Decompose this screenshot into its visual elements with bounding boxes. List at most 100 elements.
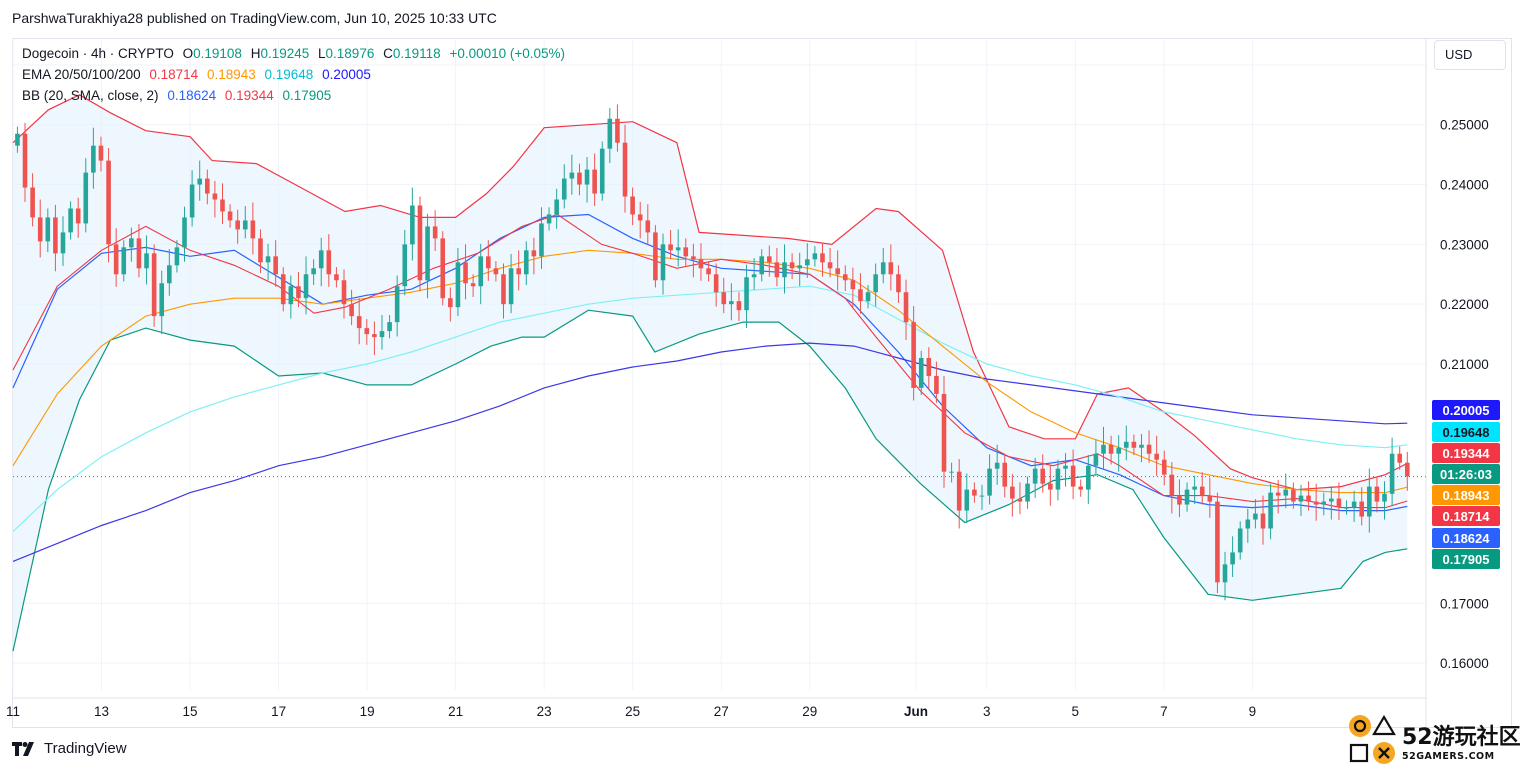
candle-body bbox=[341, 280, 347, 305]
candle-body bbox=[789, 262, 795, 269]
candle-body bbox=[964, 489, 970, 511]
price-tick-label: 0.16000 bbox=[1440, 656, 1489, 671]
tradingview-logo-icon bbox=[12, 741, 34, 756]
legend-bb-row[interactable]: BB (20, SMA, close, 2) 0.18624 0.19344 0… bbox=[22, 88, 336, 103]
candle-body bbox=[660, 244, 666, 281]
candle-body bbox=[30, 187, 35, 218]
candle-body bbox=[235, 220, 240, 230]
candle-body bbox=[98, 145, 104, 161]
candle-body bbox=[1291, 489, 1296, 502]
candle-body bbox=[220, 199, 225, 212]
candle-body bbox=[865, 292, 871, 302]
price-badge-text: 0.18943 bbox=[1443, 488, 1490, 503]
symbol-title[interactable]: Dogecoin · 4h · CRYPTO bbox=[22, 46, 174, 61]
candle-body bbox=[1078, 486, 1084, 490]
time-axis: 11 13 15 17 19 21 23 25 27 29 Jun 3 5 7 9 bbox=[6, 704, 1256, 719]
candle-body bbox=[1192, 486, 1197, 490]
price-badge: 0.18714 bbox=[1432, 506, 1500, 526]
candle-body bbox=[1032, 468, 1038, 484]
candle-body bbox=[1063, 465, 1068, 469]
candle-body bbox=[1351, 501, 1357, 508]
bb-fill bbox=[13, 94, 1408, 652]
ema20-value: 0.18714 bbox=[149, 67, 199, 82]
candle-body bbox=[987, 468, 992, 496]
price-badge-bg bbox=[1432, 528, 1500, 548]
time-tick-label: 15 bbox=[183, 704, 198, 719]
candle-body bbox=[1283, 489, 1289, 496]
bb-upper-value: 0.19344 bbox=[224, 88, 274, 103]
candle-body bbox=[653, 232, 658, 281]
price-badge: 0.17905 bbox=[1432, 549, 1500, 569]
candle-body bbox=[523, 250, 529, 275]
candle-body bbox=[15, 133, 20, 146]
candle-body bbox=[182, 217, 187, 248]
candle-body bbox=[296, 286, 301, 299]
price-badge-bg bbox=[1432, 464, 1500, 484]
price-badge: 01:26:03 bbox=[1432, 464, 1500, 484]
candle-body bbox=[1336, 498, 1342, 508]
currency-button[interactable]: USD bbox=[1434, 40, 1506, 70]
time-tick-label: 23 bbox=[537, 704, 552, 719]
price-badge-text: 0.19648 bbox=[1443, 425, 1490, 440]
candle-body bbox=[744, 277, 749, 311]
candle-body bbox=[1108, 444, 1114, 454]
candle-body bbox=[1017, 498, 1023, 502]
legend-ema-row[interactable]: EMA 20/50/100/200 0.18714 0.18943 0.1964… bbox=[22, 67, 376, 82]
candle-body bbox=[858, 289, 863, 302]
candle-body bbox=[1275, 492, 1281, 496]
time-tick-label: 11 bbox=[6, 704, 20, 719]
candle-body bbox=[1268, 492, 1273, 529]
time-tick-label: 3 bbox=[983, 704, 991, 719]
candle-body bbox=[645, 220, 651, 233]
candle-body bbox=[1101, 444, 1106, 454]
candle-body bbox=[113, 244, 119, 275]
candle-body bbox=[379, 331, 385, 338]
time-tick-label: 29 bbox=[802, 704, 817, 719]
candle-body bbox=[311, 268, 316, 275]
time-tick-label: 25 bbox=[625, 704, 640, 719]
candle-body bbox=[83, 172, 89, 224]
ema100-value: 0.19648 bbox=[264, 67, 314, 82]
candle-body bbox=[949, 471, 954, 473]
candle-body bbox=[1260, 513, 1266, 529]
close-value: 0.19118 bbox=[392, 46, 441, 61]
candle-body bbox=[1093, 453, 1099, 466]
candle-body bbox=[782, 262, 787, 278]
candle-body bbox=[242, 220, 248, 230]
price-badge: 0.18943 bbox=[1432, 485, 1500, 505]
candle-body bbox=[60, 232, 66, 254]
time-tick-label: 17 bbox=[271, 704, 286, 719]
price-badge-text: 01:26:03 bbox=[1440, 467, 1492, 482]
open-value: 0.19108 bbox=[193, 46, 242, 61]
candle-body bbox=[668, 244, 673, 251]
price-badges: 0.20005 0.19648 0.19344 01:26:03 0.18943 0.18… bbox=[1432, 400, 1500, 569]
price-badge-text: 0.18624 bbox=[1443, 531, 1491, 546]
candle-body bbox=[1123, 441, 1129, 448]
candle-body bbox=[637, 214, 643, 221]
price-badge-bg bbox=[1432, 485, 1500, 505]
candle-body bbox=[1245, 519, 1251, 529]
close-label: C bbox=[383, 46, 393, 61]
candle-body bbox=[729, 301, 734, 305]
candle-body bbox=[167, 265, 172, 284]
candle-body bbox=[516, 268, 521, 275]
ema100-line bbox=[12, 285, 1408, 532]
tradingview-logo[interactable]: TradingView bbox=[12, 740, 127, 757]
candle-body bbox=[326, 250, 332, 275]
price-badge-bg bbox=[1432, 549, 1500, 569]
high-value: 0.19245 bbox=[260, 46, 310, 61]
candle-body bbox=[151, 253, 157, 317]
watermark-symbols-icon bbox=[1348, 712, 1396, 768]
candle-body bbox=[561, 178, 567, 200]
ema200-line bbox=[12, 342, 1408, 562]
watermark-url: 52GAMERS.COM bbox=[1402, 750, 1495, 762]
candle-body bbox=[349, 304, 354, 317]
time-tick-label: Jun bbox=[904, 704, 928, 719]
price-badge-bg bbox=[1432, 443, 1500, 463]
price-badge: 0.19648 bbox=[1432, 422, 1500, 442]
candle-body bbox=[934, 375, 939, 394]
price-badge: 0.18624 bbox=[1432, 528, 1500, 548]
price-tick-label: 0.24000 bbox=[1440, 178, 1489, 193]
candle-body bbox=[827, 262, 833, 269]
